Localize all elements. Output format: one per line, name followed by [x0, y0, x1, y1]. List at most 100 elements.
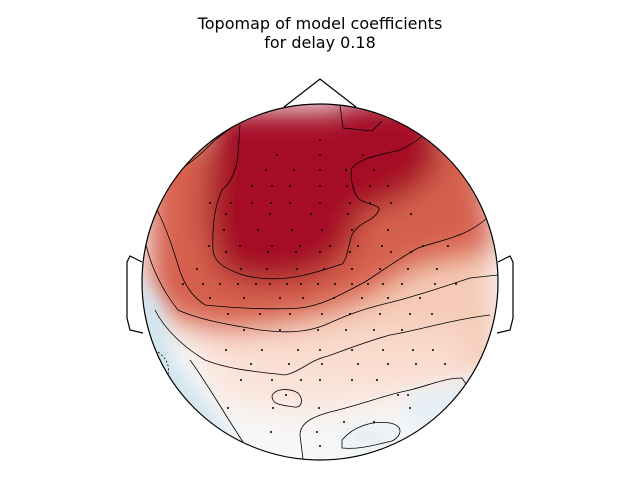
sensor-marker	[318, 407, 320, 409]
sensor-marker	[319, 379, 321, 381]
sensor-marker	[319, 349, 321, 351]
sensor-marker	[219, 283, 221, 285]
sensor-marker	[267, 251, 269, 253]
contour-line	[299, 377, 467, 460]
sensor-marker	[300, 379, 302, 381]
sensor-marker	[419, 297, 421, 299]
sensor-marker	[455, 283, 457, 285]
sensor-marker	[299, 245, 301, 247]
sensor-marker	[208, 245, 210, 247]
sensor-marker	[357, 363, 359, 365]
sensor-marker	[409, 407, 411, 409]
nose-outline	[283, 78, 357, 108]
sensor-marker	[243, 297, 245, 299]
sensor-markers	[182, 139, 457, 447]
contour-line	[341, 421, 401, 449]
sensor-marker	[434, 283, 436, 285]
sensor-marker	[373, 329, 375, 331]
sensor-marker	[351, 229, 353, 231]
sensor-marker	[255, 283, 257, 285]
sensor-marker	[431, 313, 433, 315]
sensor-marker	[390, 202, 392, 204]
sensor-marker	[376, 379, 378, 381]
head-circle	[141, 103, 499, 461]
sensor-marker	[279, 329, 281, 331]
sensor-marker	[345, 169, 347, 171]
plot-title-line-2: for delay 0.18	[264, 33, 376, 52]
sensor-marker	[317, 283, 319, 285]
sensor-marker	[288, 363, 290, 365]
sensor-marker	[351, 283, 353, 285]
contour-line	[155, 207, 488, 310]
sensor-marker	[334, 283, 336, 285]
sensor-marker	[225, 349, 227, 351]
sensor-marker	[382, 283, 384, 285]
sensor-marker	[202, 283, 204, 285]
sensor-marker	[333, 297, 335, 299]
sensor-marker	[289, 185, 291, 187]
sensor-marker	[250, 363, 252, 365]
sensor-marker	[295, 251, 297, 253]
sensor-marker	[296, 268, 298, 270]
sensor-marker	[240, 379, 242, 381]
sensor-marker	[415, 363, 417, 365]
sensor-marker	[397, 394, 399, 396]
sensor-marker	[381, 245, 383, 247]
sensor-marker	[387, 229, 389, 231]
sensor-marker	[347, 213, 349, 215]
sensor-marker	[357, 245, 359, 247]
sensor-marker	[297, 349, 299, 351]
sensor-marker	[271, 379, 273, 381]
sensor-marker	[410, 213, 412, 215]
sensor-marker	[257, 229, 259, 231]
sensor-marker	[302, 297, 304, 299]
sensor-marker	[321, 363, 323, 365]
sensor-marker	[237, 283, 239, 285]
sensor-marker	[349, 251, 351, 253]
sensor-marker	[209, 202, 211, 204]
sensor-marker	[261, 349, 263, 351]
sensor-marker	[319, 251, 321, 253]
sensor-marker	[323, 268, 325, 270]
sensor-marker	[286, 283, 288, 285]
sensor-marker	[269, 283, 271, 285]
sensor-marker	[239, 245, 241, 247]
sensor-marker	[289, 313, 291, 315]
sensor-marker	[444, 363, 446, 365]
sensor-marker	[271, 245, 273, 247]
contour-line-negative	[157, 351, 169, 376]
sensor-marker	[390, 251, 392, 253]
right-ear-outline	[496, 255, 514, 334]
sensor-marker	[271, 185, 273, 187]
sensor-marker	[447, 245, 449, 247]
plot-title-line-1: Topomap of model coefficients	[197, 14, 443, 33]
sensor-marker	[351, 349, 353, 351]
sensor-marker	[369, 185, 371, 187]
sensor-marker	[387, 297, 389, 299]
sensor-marker	[387, 185, 389, 187]
sensor-marker	[412, 349, 414, 351]
sensor-marker	[351, 379, 353, 381]
sensor-marker	[373, 169, 375, 171]
sensor-marker	[343, 421, 345, 423]
sensor-marker	[223, 229, 225, 231]
sensor-marker	[265, 169, 267, 171]
sensor-marker	[291, 229, 293, 231]
sensor-marker	[269, 213, 271, 215]
plot-title: Topomap of model coefficients for delay …	[0, 14, 640, 52]
sensor-marker	[379, 313, 381, 315]
sensor-marker	[379, 268, 381, 270]
sensor-marker	[319, 445, 321, 447]
sensor-marker	[182, 283, 184, 285]
sensor-marker	[225, 213, 227, 215]
sensor-marker	[259, 313, 261, 315]
sensor-marker	[230, 202, 232, 204]
sensor-marker	[369, 202, 371, 204]
sensor-marker	[300, 283, 302, 285]
sensor-marker	[382, 349, 384, 351]
coefficient-field	[142, 104, 498, 460]
sensor-marker	[319, 202, 321, 204]
sensor-marker	[373, 421, 375, 423]
sensor-marker	[407, 394, 409, 396]
sensor-marker	[289, 202, 291, 204]
